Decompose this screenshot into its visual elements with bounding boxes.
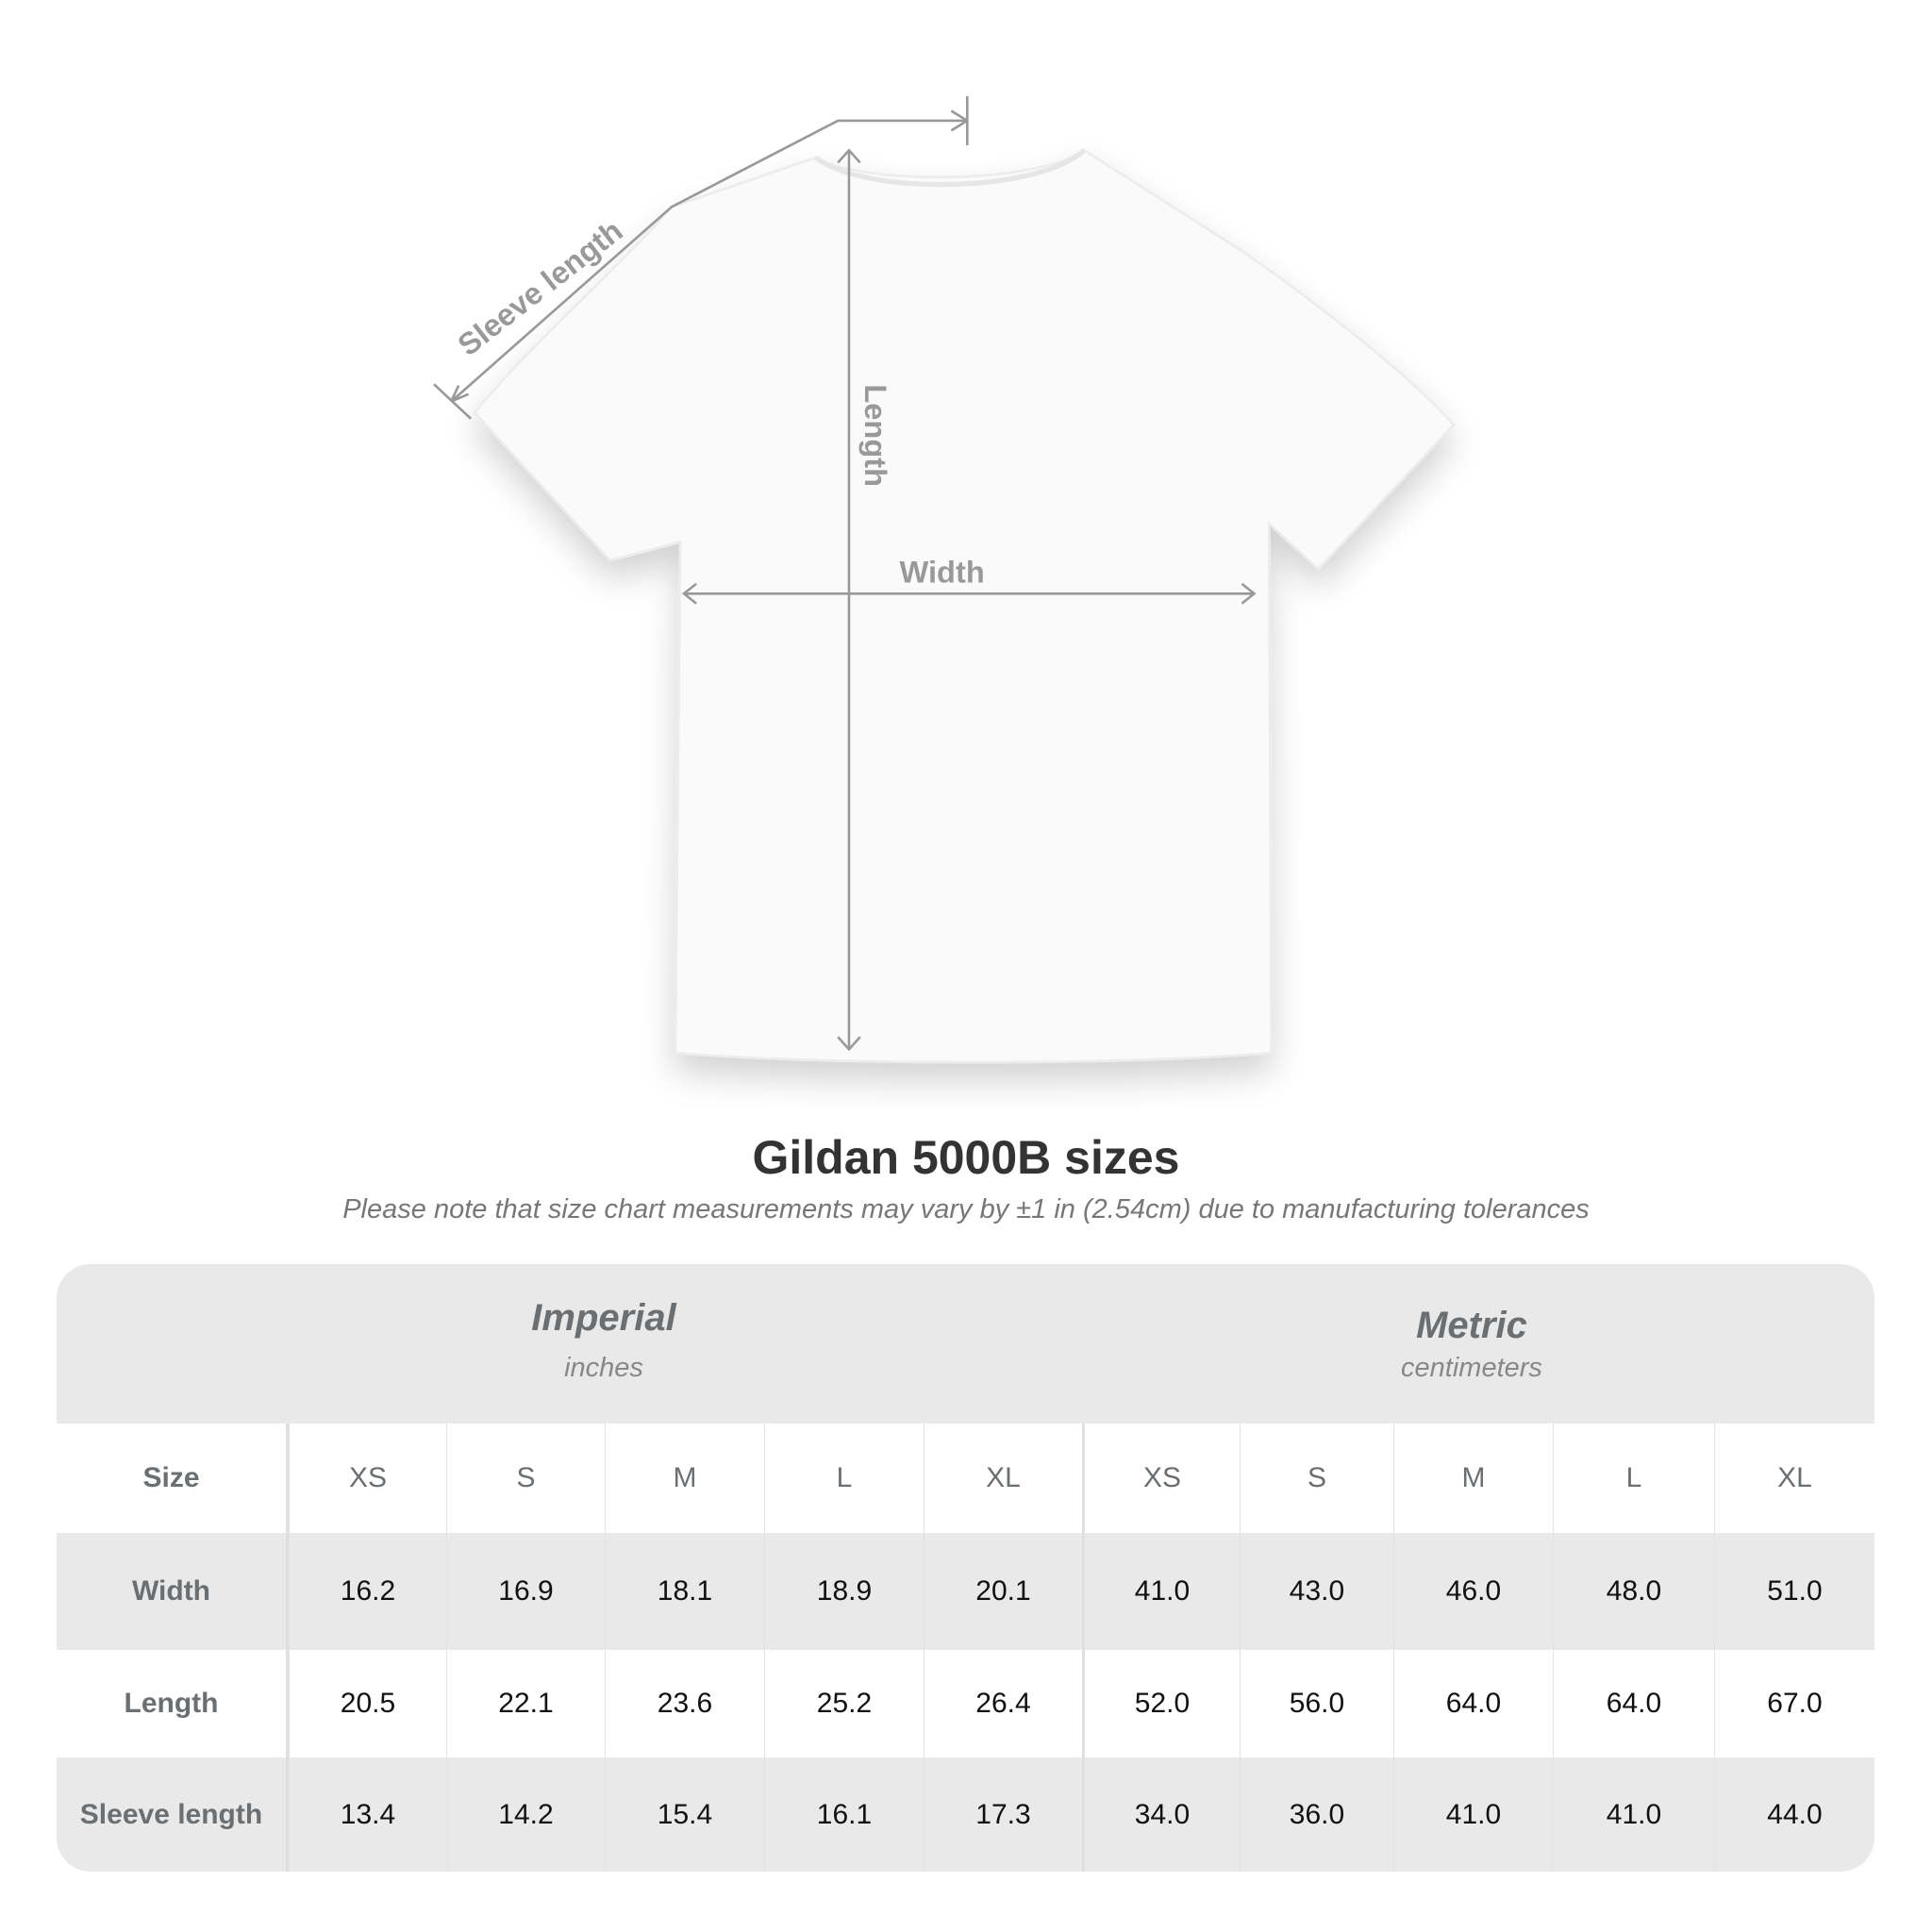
table-cell: 23.6 — [605, 1650, 764, 1757]
table-cell: L — [764, 1424, 924, 1533]
table-cell: 26.4 — [924, 1650, 1082, 1757]
table-cell: 34.0 — [1082, 1757, 1240, 1872]
table-cell: XL — [1714, 1424, 1874, 1533]
table-cell: 52.0 — [1082, 1650, 1240, 1757]
table-cell: S — [446, 1424, 605, 1533]
row-label: Length — [57, 1650, 289, 1757]
length-arrow — [837, 148, 861, 1052]
table-cell: M — [1393, 1424, 1553, 1533]
size-header-row: Size XS S M L XL XS S M L XL — [57, 1424, 1874, 1533]
table-row: Width 16.2 16.9 18.1 18.9 20.1 41.0 43.0 46.0 48.… — [57, 1533, 1874, 1650]
table-cell: S — [1240, 1424, 1393, 1533]
table-cell: 17.3 — [924, 1757, 1082, 1872]
table-cell: XS — [289, 1424, 446, 1533]
row-label: Width — [57, 1533, 289, 1650]
imperial-header: Imperial inches — [274, 1297, 934, 1384]
row-label: Size — [57, 1424, 289, 1533]
table-cell: M — [605, 1424, 764, 1533]
table-cell: 41.0 — [1393, 1757, 1553, 1872]
table-cell: 25.2 — [764, 1650, 924, 1757]
table-cell: 41.0 — [1553, 1757, 1714, 1872]
table-cell: 18.1 — [605, 1533, 764, 1650]
table-cell: 67.0 — [1714, 1650, 1874, 1757]
metric-header: Metric centimeters — [1141, 1305, 1802, 1384]
table-cell: 22.1 — [446, 1650, 605, 1757]
table-cell: XL — [924, 1424, 1082, 1533]
tshirt-image — [473, 148, 1456, 1064]
table-cell: 51.0 — [1714, 1533, 1874, 1650]
table-cell: 16.9 — [446, 1533, 605, 1650]
table-cell: 48.0 — [1553, 1533, 1714, 1650]
table-cell: 46.0 — [1393, 1533, 1553, 1650]
length-label: Length — [858, 384, 893, 487]
row-label: Sleeve length — [57, 1757, 289, 1872]
table-cell: 64.0 — [1393, 1650, 1553, 1757]
table-cell: 15.4 — [605, 1757, 764, 1872]
sleeve-length-arrow — [450, 119, 968, 403]
page-title: Gildan 5000B sizes — [752, 1131, 1180, 1184]
tshirt-measurement-diagram: Sleeve length Length Width — [433, 95, 1456, 1064]
imperial-unit: inches — [564, 1353, 643, 1383]
table-row: Length 20.5 22.1 23.6 25.2 26.4 52.0 56.0 64.0 64… — [57, 1650, 1874, 1757]
imperial-title: Imperial — [531, 1297, 676, 1339]
table-cell: L — [1553, 1424, 1714, 1533]
table-cell: 41.0 — [1082, 1533, 1240, 1650]
table-cell: 56.0 — [1240, 1650, 1393, 1757]
table-cell: 20.5 — [289, 1650, 446, 1757]
table-header: Imperial inches Metric centimeters — [57, 1264, 1874, 1424]
table-cell: 36.0 — [1240, 1757, 1393, 1872]
table-cell: 18.9 — [764, 1533, 924, 1650]
size-table: Imperial inches Metric centimeters Size X… — [57, 1264, 1874, 1872]
width-label: Width — [900, 555, 985, 590]
table-cell: 16.2 — [289, 1533, 446, 1650]
table-row: Sleeve length 13.4 14.2 15.4 16.1 17.3 34.0 36.… — [57, 1757, 1874, 1872]
table-cell: 44.0 — [1714, 1757, 1874, 1872]
table-cell: 13.4 — [289, 1757, 446, 1872]
table-cell: 64.0 — [1553, 1650, 1714, 1757]
table-cell: 43.0 — [1240, 1533, 1393, 1650]
tolerance-note: Please note that size chart measurements… — [342, 1194, 1590, 1224]
table-cell: 16.1 — [764, 1757, 924, 1872]
table-cell: 14.2 — [446, 1757, 605, 1872]
metric-unit: centimeters — [1401, 1353, 1542, 1383]
table-cell: XS — [1082, 1424, 1240, 1533]
width-arrow — [681, 582, 1257, 605]
metric-title: Metric — [1416, 1305, 1527, 1346]
table-cell: 20.1 — [924, 1533, 1082, 1650]
